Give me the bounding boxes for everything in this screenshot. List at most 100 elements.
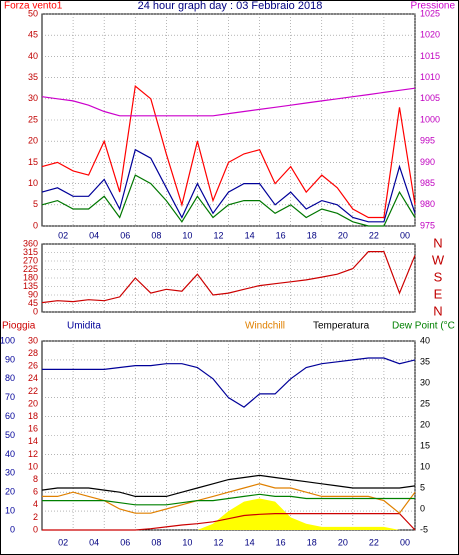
x-tick-label: 12 bbox=[213, 230, 223, 240]
y-tick-label: 10 bbox=[5, 505, 15, 515]
x-tick-label: 04 bbox=[89, 537, 99, 547]
x-tick-label: 08 bbox=[151, 537, 161, 547]
legend-entry: Windchill bbox=[245, 321, 285, 332]
y-tick-label: 40 bbox=[28, 51, 38, 61]
y3-tick-label: 0 bbox=[420, 503, 425, 513]
y2-tick-label: 975 bbox=[420, 220, 435, 230]
y-tick-label: 30 bbox=[5, 468, 15, 478]
x-tick-label: 14 bbox=[245, 230, 255, 240]
y2-tick-label: 22 bbox=[28, 386, 38, 396]
x-tick-label: 14 bbox=[245, 537, 255, 547]
legend-entry: Forza vento1 bbox=[4, 1, 63, 12]
y-tick-label: 70 bbox=[5, 392, 15, 402]
y3-tick-label: -5 bbox=[420, 524, 428, 534]
y3-tick-label: 25 bbox=[420, 398, 430, 408]
y-tick-label: 360 bbox=[23, 238, 38, 248]
y2-tick-label: 990 bbox=[420, 157, 435, 167]
y-tick-label: 270 bbox=[23, 255, 38, 265]
y-tick-label: 0 bbox=[10, 524, 15, 534]
y2-tick-label: 6 bbox=[33, 487, 38, 497]
y2-tick-label: 1000 bbox=[420, 114, 440, 124]
y-tick-label: 80 bbox=[5, 373, 15, 383]
y3-tick-label: 20 bbox=[420, 419, 430, 429]
y2-tick-label: S bbox=[434, 269, 443, 284]
x-tick-label: 18 bbox=[307, 537, 317, 547]
y-tick-label: 90 bbox=[28, 289, 38, 299]
y-tick-label: 35 bbox=[28, 72, 38, 82]
line bbox=[41, 251, 416, 304]
y2-tick-label: 20 bbox=[28, 398, 38, 408]
y-tick-label: 20 bbox=[28, 136, 38, 146]
line bbox=[42, 493, 415, 506]
legend-entry: Umidita bbox=[67, 321, 101, 332]
x-tick-label: 02 bbox=[58, 230, 68, 240]
y3-tick-label: 5 bbox=[420, 482, 425, 492]
x-tick-label: 00 bbox=[400, 537, 410, 547]
x-tick-label: 00 bbox=[400, 230, 410, 240]
y-tick-label: 135 bbox=[23, 281, 38, 291]
y2-tick-label: W bbox=[432, 252, 445, 267]
x-tick-label: 10 bbox=[182, 537, 192, 547]
y2-tick-label: 1025 bbox=[420, 8, 440, 18]
y-tick-label: 10 bbox=[28, 178, 38, 188]
x-tick-label: 16 bbox=[276, 230, 286, 240]
y2-tick-label: 24 bbox=[28, 373, 38, 383]
y2-tick-label: 2 bbox=[33, 512, 38, 522]
y2-tick-label: 995 bbox=[420, 136, 435, 146]
y3-tick-label: 15 bbox=[420, 440, 430, 450]
line bbox=[41, 174, 416, 227]
legend-entry: Pressione bbox=[411, 1, 456, 12]
x-tick-label: 16 bbox=[276, 537, 286, 547]
y-tick-label: 0 bbox=[33, 220, 38, 230]
y-tick-label: 45 bbox=[28, 30, 38, 40]
y-tick-label: 90 bbox=[5, 354, 15, 364]
line bbox=[41, 148, 416, 223]
y-tick-label: 5 bbox=[33, 199, 38, 209]
line bbox=[41, 84, 416, 219]
y2-tick-label: 8 bbox=[33, 474, 38, 484]
y3-tick-label: 40 bbox=[420, 335, 430, 345]
y-tick-label: 180 bbox=[23, 272, 38, 282]
line bbox=[42, 357, 416, 408]
y-tick-label: 50 bbox=[5, 430, 15, 440]
line bbox=[42, 513, 416, 531]
y2-tick-label: 10 bbox=[28, 461, 38, 471]
x-tick-label: 18 bbox=[307, 230, 317, 240]
y-tick-label: 45 bbox=[28, 298, 38, 308]
y3-tick-label: 30 bbox=[420, 377, 430, 387]
area bbox=[42, 498, 415, 530]
line bbox=[41, 87, 416, 117]
x-tick-label: 02 bbox=[58, 537, 68, 547]
legend-entry: Pioggia bbox=[2, 321, 36, 332]
y2-tick-label: 30 bbox=[28, 335, 38, 345]
y2-tick-label: 985 bbox=[420, 178, 435, 188]
x-tick-label: 20 bbox=[338, 537, 348, 547]
y2-tick-label: 4 bbox=[33, 499, 38, 509]
y-tick-label: 40 bbox=[5, 449, 15, 459]
y2-tick-label: 14 bbox=[28, 436, 38, 446]
y3-tick-label: 10 bbox=[420, 461, 430, 471]
y2-tick-label: N bbox=[433, 303, 442, 318]
y-tick-label: 30 bbox=[28, 93, 38, 103]
y-tick-label: 60 bbox=[5, 411, 15, 421]
x-tick-label: 10 bbox=[182, 230, 192, 240]
y2-tick-label: 16 bbox=[28, 424, 38, 434]
y-tick-label: 225 bbox=[23, 264, 38, 274]
y2-tick-label: 1005 bbox=[420, 93, 440, 103]
y-tick-label: 15 bbox=[28, 157, 38, 167]
x-tick-label: 08 bbox=[151, 230, 161, 240]
y2-tick-label: E bbox=[434, 286, 443, 301]
y2-tick-label: 980 bbox=[420, 199, 435, 209]
x-tick-label: 06 bbox=[120, 230, 130, 240]
y-tick-label: 50 bbox=[28, 8, 38, 18]
chart-title: 24 hour graph day : 03 Febbraio 2018 bbox=[138, 0, 323, 12]
y-tick-label: 0 bbox=[33, 306, 38, 316]
y-tick-label: 20 bbox=[5, 487, 15, 497]
legend-entry: Temperatura bbox=[313, 321, 370, 332]
y2-tick-label: 1010 bbox=[420, 72, 440, 82]
y2-tick-label: 0 bbox=[33, 524, 38, 534]
y3-tick-label: 35 bbox=[420, 356, 430, 366]
y2-tick-label: 28 bbox=[28, 348, 38, 358]
x-tick-label: 06 bbox=[120, 537, 130, 547]
y2-tick-label: 18 bbox=[28, 411, 38, 421]
